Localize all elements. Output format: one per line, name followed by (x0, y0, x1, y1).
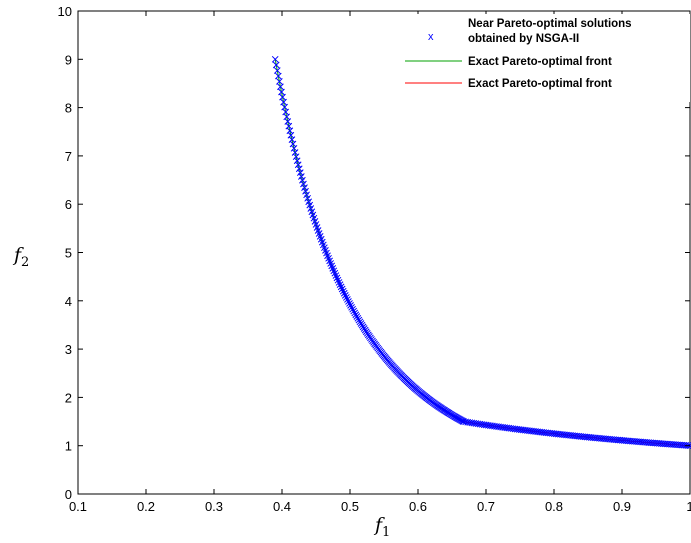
nsga-point (291, 149, 299, 156)
nsga-point (348, 303, 355, 311)
x-tick-label: 0.2 (137, 499, 155, 514)
y-axis-label: f2 (12, 244, 29, 270)
nsga-point (278, 88, 285, 96)
x-tick-label: 0.7 (477, 499, 495, 514)
nsga-point (339, 287, 347, 295)
y-tick-label: 2 (65, 390, 72, 405)
nsga-point (290, 144, 298, 152)
nsga-point (274, 72, 282, 80)
x-tick-label: 0.4 (273, 499, 291, 514)
y-tick-label: 5 (65, 246, 72, 261)
nsga-point (279, 93, 286, 101)
nsga-point (349, 305, 356, 313)
nsga-point (340, 289, 348, 297)
nsga-point (273, 67, 281, 74)
nsga-point (280, 98, 287, 106)
nsga-point (337, 283, 345, 291)
nsga-point (294, 161, 302, 169)
data-layer (271, 55, 691, 450)
x-tick-label: 0.5 (341, 499, 359, 514)
nsga-point (335, 279, 343, 286)
nsga-point (343, 294, 350, 301)
nsga-point (352, 311, 360, 319)
x-axis-label: f1 (373, 514, 390, 540)
legend-entry-nsga-line2: obtained by NSGA-II (468, 33, 579, 45)
nsga-point (272, 61, 280, 69)
nsga-point (292, 153, 300, 161)
legend-entry-exact-red: Exact Pareto-optimal front (468, 78, 612, 90)
y-tick-label: 10 (58, 4, 72, 19)
nsga-point (350, 307, 358, 315)
x-tick-label: 0.9 (613, 499, 631, 514)
nsga-point (346, 300, 353, 307)
legend-entry-exact-green: Exact Pareto-optimal front (468, 56, 612, 68)
y-tick-label: 4 (65, 294, 72, 309)
nsga-point (351, 309, 359, 317)
x-tick-label: 0.3 (205, 499, 223, 514)
nsga-point (338, 285, 346, 293)
nsga-point (271, 55, 279, 63)
nsga-point (344, 296, 351, 303)
nsga-point (289, 140, 297, 148)
y-tick-label: 7 (65, 149, 72, 164)
nsga-point (300, 180, 307, 188)
y-tick-label: 3 (65, 342, 72, 357)
y-tick-label: 0 (65, 487, 72, 502)
y-tick-label: 1 (65, 439, 72, 454)
nsga-point (295, 165, 303, 173)
nsga-point (299, 176, 306, 184)
x-tick-label: 0.6 (409, 499, 427, 514)
y-tick-label: 6 (65, 197, 72, 212)
x-tick-label: 0.1 (69, 499, 87, 514)
legend-box (392, 14, 690, 102)
legend: x Near Pareto-optimal solutions obtained… (392, 14, 690, 102)
x-tick-label: 1 (686, 499, 691, 514)
nsga-point (345, 298, 352, 305)
nsga-point (347, 302, 354, 309)
legend-entry-nsga-line1: Near Pareto-optimal solutions (468, 18, 632, 30)
nsga-point (341, 292, 349, 299)
nsga-point (296, 169, 304, 176)
nsga-point (293, 157, 301, 165)
y-tick-label: 8 (65, 101, 72, 116)
nsga-point (276, 78, 283, 85)
nsga-point (277, 83, 284, 91)
nsga-point (298, 173, 305, 180)
x-tick-label: 0.8 (545, 499, 563, 514)
y-tick-label: 9 (65, 52, 72, 67)
nsga-point (336, 281, 344, 289)
nsga-point (353, 313, 361, 320)
legend-marker-x-icon: x (428, 31, 434, 43)
